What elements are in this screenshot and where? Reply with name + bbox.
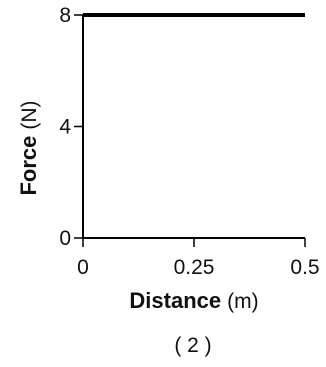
y-tick-label-2: 8 bbox=[59, 4, 71, 27]
x-tick-label-0: 0 bbox=[77, 256, 89, 279]
y-axis-label-text: Force bbox=[16, 136, 41, 196]
panel-label: ( 2 ) bbox=[174, 334, 211, 357]
y-axis-label-unit: (N) bbox=[18, 100, 41, 129]
y-tick-label-1: 4 bbox=[59, 116, 71, 139]
x-axis-label-text: Distance bbox=[129, 288, 221, 313]
x-axis-label: Distance (m) bbox=[129, 288, 258, 313]
x-tick-label-2: 0.5 bbox=[290, 256, 319, 279]
y-tick-label-0: 0 bbox=[59, 227, 71, 250]
axes bbox=[82, 15, 305, 239]
y-axis-label: Force (N) bbox=[16, 100, 41, 195]
x-tick-label-1: 0.25 bbox=[174, 256, 215, 279]
ticks: 0 0.25 0.5 0 4 8 bbox=[59, 4, 319, 279]
x-axis-label-unit: (m) bbox=[227, 290, 258, 313]
